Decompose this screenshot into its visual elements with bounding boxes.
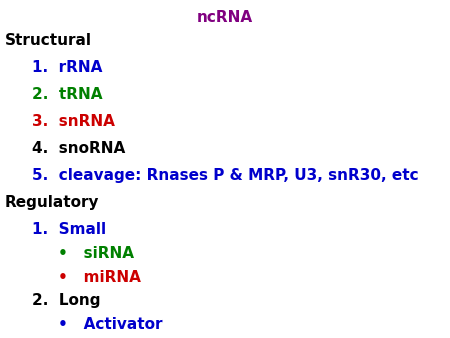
Text: •   miRNA: • miRNA [58, 270, 141, 285]
Text: 5.  cleavage: Rnases P & MRP, U3, snR30, etc: 5. cleavage: Rnases P & MRP, U3, snR30, … [32, 168, 418, 183]
Text: Structural: Structural [4, 33, 91, 48]
Text: •   siRNA: • siRNA [58, 246, 135, 261]
Text: 2.  tRNA: 2. tRNA [32, 87, 102, 102]
Text: 2.  Long: 2. Long [32, 293, 100, 308]
Text: 3.  snRNA: 3. snRNA [32, 114, 114, 129]
Text: ncRNA: ncRNA [197, 10, 253, 25]
Text: Regulatory: Regulatory [4, 195, 99, 210]
Text: 1.  Small: 1. Small [32, 222, 106, 237]
Text: 4.  snoRNA: 4. snoRNA [32, 141, 125, 156]
Text: •   Activator: • Activator [58, 317, 163, 332]
Text: 1.  rRNA: 1. rRNA [32, 60, 102, 75]
